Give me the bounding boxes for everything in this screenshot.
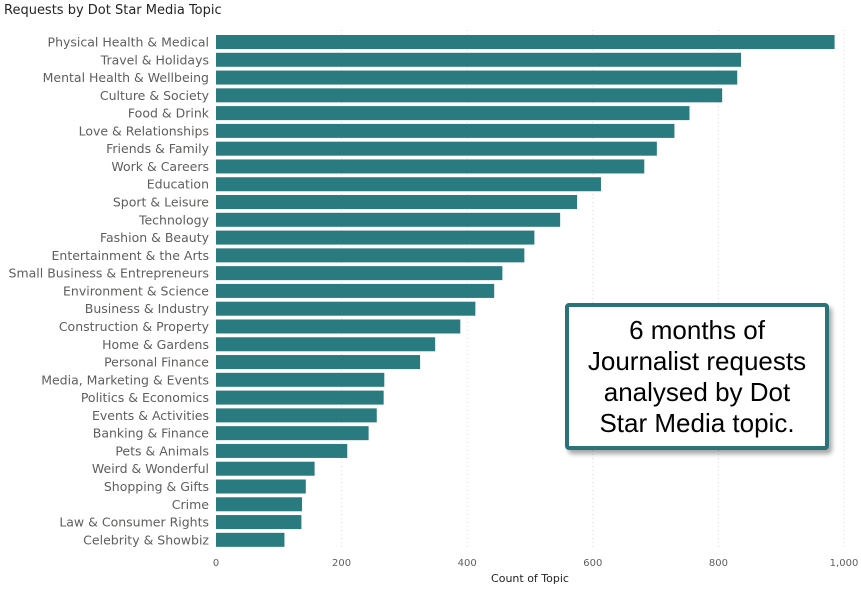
x-tick-label: 1,000: [830, 558, 859, 569]
category-label: Fashion & Beauty: [100, 230, 210, 245]
category-label: Environment & Science: [63, 283, 209, 298]
category-label: Travel & Holidays: [100, 52, 209, 67]
bar[interactable]: [216, 355, 421, 370]
category-label: Personal Finance: [104, 355, 209, 370]
category-label: Media, Marketing & Events: [41, 372, 209, 387]
bar[interactable]: [216, 266, 503, 281]
category-label: Friends & Family: [106, 141, 209, 156]
bar[interactable]: [216, 141, 657, 156]
category-label: Crime: [172, 497, 210, 512]
x-axis-ticks: 0 200 400 600 800 1,000: [213, 558, 859, 569]
bar[interactable]: [216, 426, 369, 441]
category-label: Mental Health & Wellbeing: [43, 70, 209, 85]
bar[interactable]: [216, 408, 377, 423]
bar[interactable]: [216, 106, 690, 121]
category-label: Technology: [138, 212, 210, 227]
category-label: Business & Industry: [85, 301, 210, 316]
bar[interactable]: [216, 177, 601, 192]
bar[interactable]: [216, 301, 476, 316]
x-tick-label: 0: [213, 558, 219, 569]
x-tick-label: 800: [709, 558, 728, 569]
bar[interactable]: [216, 123, 675, 138]
chart-title: Requests by Dot Star Media Topic: [4, 3, 222, 18]
category-label: Pets & Animals: [115, 443, 209, 458]
x-tick-label: 200: [332, 558, 351, 569]
x-tick-label: 400: [458, 558, 477, 569]
category-label: Culture & Society: [100, 88, 210, 103]
bar[interactable]: [216, 319, 461, 334]
category-label: Shopping & Gifts: [104, 479, 209, 494]
bar[interactable]: [216, 372, 385, 387]
category-label: Law & Consumer Rights: [59, 515, 209, 530]
bar[interactable]: [216, 159, 645, 174]
bar[interactable]: [216, 88, 723, 103]
annotation-callout: 6 months of Journalist requests analysed…: [565, 303, 829, 450]
category-label: Small Business & Entrepreneurs: [9, 266, 209, 281]
bar[interactable]: [216, 52, 742, 67]
category-label: Entertainment & the Arts: [52, 248, 209, 263]
category-label: Construction & Property: [59, 319, 210, 334]
bar[interactable]: [216, 532, 285, 547]
category-label: Food & Drink: [128, 106, 210, 121]
category-label: Politics & Economics: [81, 390, 209, 405]
category-label: Weird & Wonderful: [92, 461, 209, 476]
category-label: Events & Activities: [92, 408, 209, 423]
bar[interactable]: [216, 515, 302, 530]
category-label: Education: [147, 177, 209, 192]
bar[interactable]: [216, 479, 306, 494]
bars: [216, 35, 835, 547]
bar[interactable]: [216, 337, 436, 352]
bar[interactable]: [216, 283, 495, 298]
bar[interactable]: [216, 70, 738, 85]
category-label: Physical Health & Medical: [48, 35, 209, 50]
category-label: Banking & Finance: [93, 426, 210, 441]
category-label: Love & Relationships: [79, 123, 209, 138]
bar[interactable]: [216, 461, 315, 476]
x-tick-label: 600: [583, 558, 602, 569]
bar[interactable]: [216, 248, 525, 263]
x-axis-title: Count of Topic: [491, 572, 569, 585]
category-label: Sport & Leisure: [113, 195, 209, 210]
bar[interactable]: [216, 443, 348, 458]
category-label: Work & Careers: [111, 159, 209, 174]
category-labels: Physical Health & Medical Travel & Holida…: [9, 35, 210, 548]
category-label: Celebrity & Showbiz: [83, 532, 209, 547]
category-label: Home & Gardens: [102, 337, 209, 352]
bar[interactable]: [216, 390, 384, 405]
bar[interactable]: [216, 230, 535, 245]
bar[interactable]: [216, 497, 303, 512]
bar[interactable]: [216, 195, 578, 210]
bar[interactable]: [216, 212, 561, 227]
bar[interactable]: [216, 35, 835, 49]
